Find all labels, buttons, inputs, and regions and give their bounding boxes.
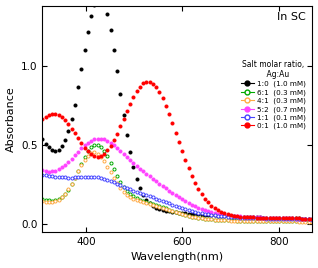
- Legend: 1:0  (1.0 mM), 6:1  (0.3 mM), 4:1  (0.3 mM), 5:2  (0.7 mM), 1:1  (0.1 mM), 0:1  : 1:0 (1.0 mM), 6:1 (0.3 mM), 4:1 (0.3 mM)…: [240, 59, 306, 130]
- Y-axis label: Absorbance: Absorbance: [5, 86, 16, 152]
- Text: In SC: In SC: [277, 12, 306, 22]
- X-axis label: Wavelength(nm): Wavelength(nm): [131, 252, 224, 262]
